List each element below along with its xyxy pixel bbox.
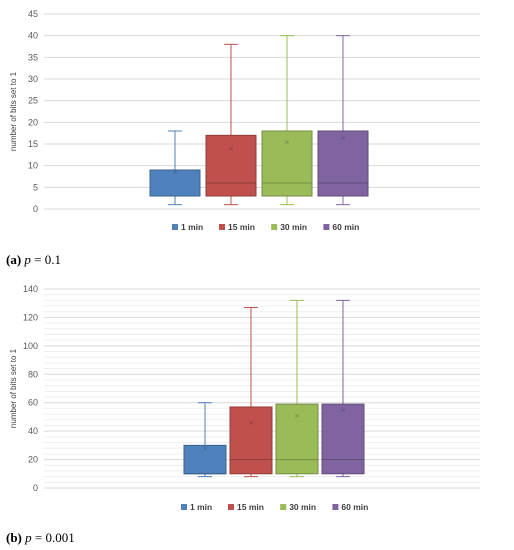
caption-a-var: p	[24, 252, 31, 267]
legend-label: 15 min	[237, 502, 264, 512]
legend-swatch	[181, 504, 187, 510]
box-60-min	[317, 130, 369, 197]
y-tick-label: 140	[23, 284, 38, 294]
legend-label: 1 min	[181, 222, 203, 232]
y-axis-title: number of bits set to 1	[9, 348, 18, 428]
box-60-min	[321, 403, 365, 475]
y-tick-label: 40	[28, 426, 38, 436]
legend-swatch	[172, 224, 178, 230]
y-tick-label: 40	[28, 31, 38, 41]
legend-swatch	[332, 504, 339, 510]
caption-b: (b) p = 0.001	[6, 530, 75, 546]
box-15-min	[205, 134, 257, 197]
y-tick-label: 0	[33, 204, 38, 214]
box-30-min	[261, 130, 313, 197]
legend-label: 60 min	[341, 502, 368, 512]
y-tick-label: 10	[28, 161, 38, 171]
mean-marker: ×	[340, 134, 346, 142]
caption-a-tag: (a)	[6, 252, 22, 267]
caption-b-eq: = 0.001	[31, 530, 75, 545]
y-axis-title: number of bits set to 1	[9, 71, 18, 151]
y-tick-label: 5	[33, 182, 38, 192]
y-tick-label: 20	[28, 455, 38, 465]
box-30-min	[275, 403, 319, 475]
legend-swatch	[323, 224, 330, 230]
y-tick-label: 25	[28, 96, 38, 106]
y-tick-label: 35	[28, 52, 38, 62]
legend-swatch	[271, 224, 278, 230]
legend-label: 30 min	[280, 222, 307, 232]
mean-marker: ×	[284, 138, 290, 146]
mean-marker: ×	[172, 169, 178, 177]
caption-a: (a) p = 0.1	[6, 252, 61, 268]
mean-marker: ×	[228, 145, 234, 153]
boxplot-chart-a: 0 5 10 15 20 25 30 35 40 45 number of bits set to …	[9, 9, 480, 232]
legend-label: 60 min	[332, 222, 359, 232]
mean-marker: ×	[340, 406, 346, 414]
caption-a-eq: = 0.1	[30, 252, 62, 267]
caption-b-var: p	[25, 530, 32, 545]
caption-b-tag: (b)	[6, 530, 22, 545]
legend-swatch	[280, 504, 287, 510]
mean-marker: ×	[248, 419, 254, 427]
y-tick-label: 20	[28, 117, 38, 127]
y-tick-label: 80	[28, 369, 38, 379]
y-tick-label: 60	[28, 398, 38, 408]
mean-marker: ×	[202, 445, 208, 453]
legend-label: 15 min	[228, 222, 255, 232]
y-tick-label: 100	[23, 341, 38, 351]
legend-label: 1 min	[190, 502, 212, 512]
boxplot-chart-b: 0 20 40 60 80 100 120 140 number of bits set to …	[9, 284, 480, 512]
box-15-min	[229, 406, 273, 475]
y-tick-label: 30	[28, 74, 38, 84]
mean-marker: ×	[294, 412, 300, 420]
y-tick-label: 15	[28, 139, 38, 149]
y-tick-label: 0	[33, 483, 38, 493]
legend-swatch	[219, 224, 225, 230]
legend-swatch	[228, 504, 234, 510]
y-tick-label: 45	[28, 9, 38, 19]
y-tick-label: 120	[23, 312, 38, 322]
legend-label: 30 min	[289, 502, 316, 512]
